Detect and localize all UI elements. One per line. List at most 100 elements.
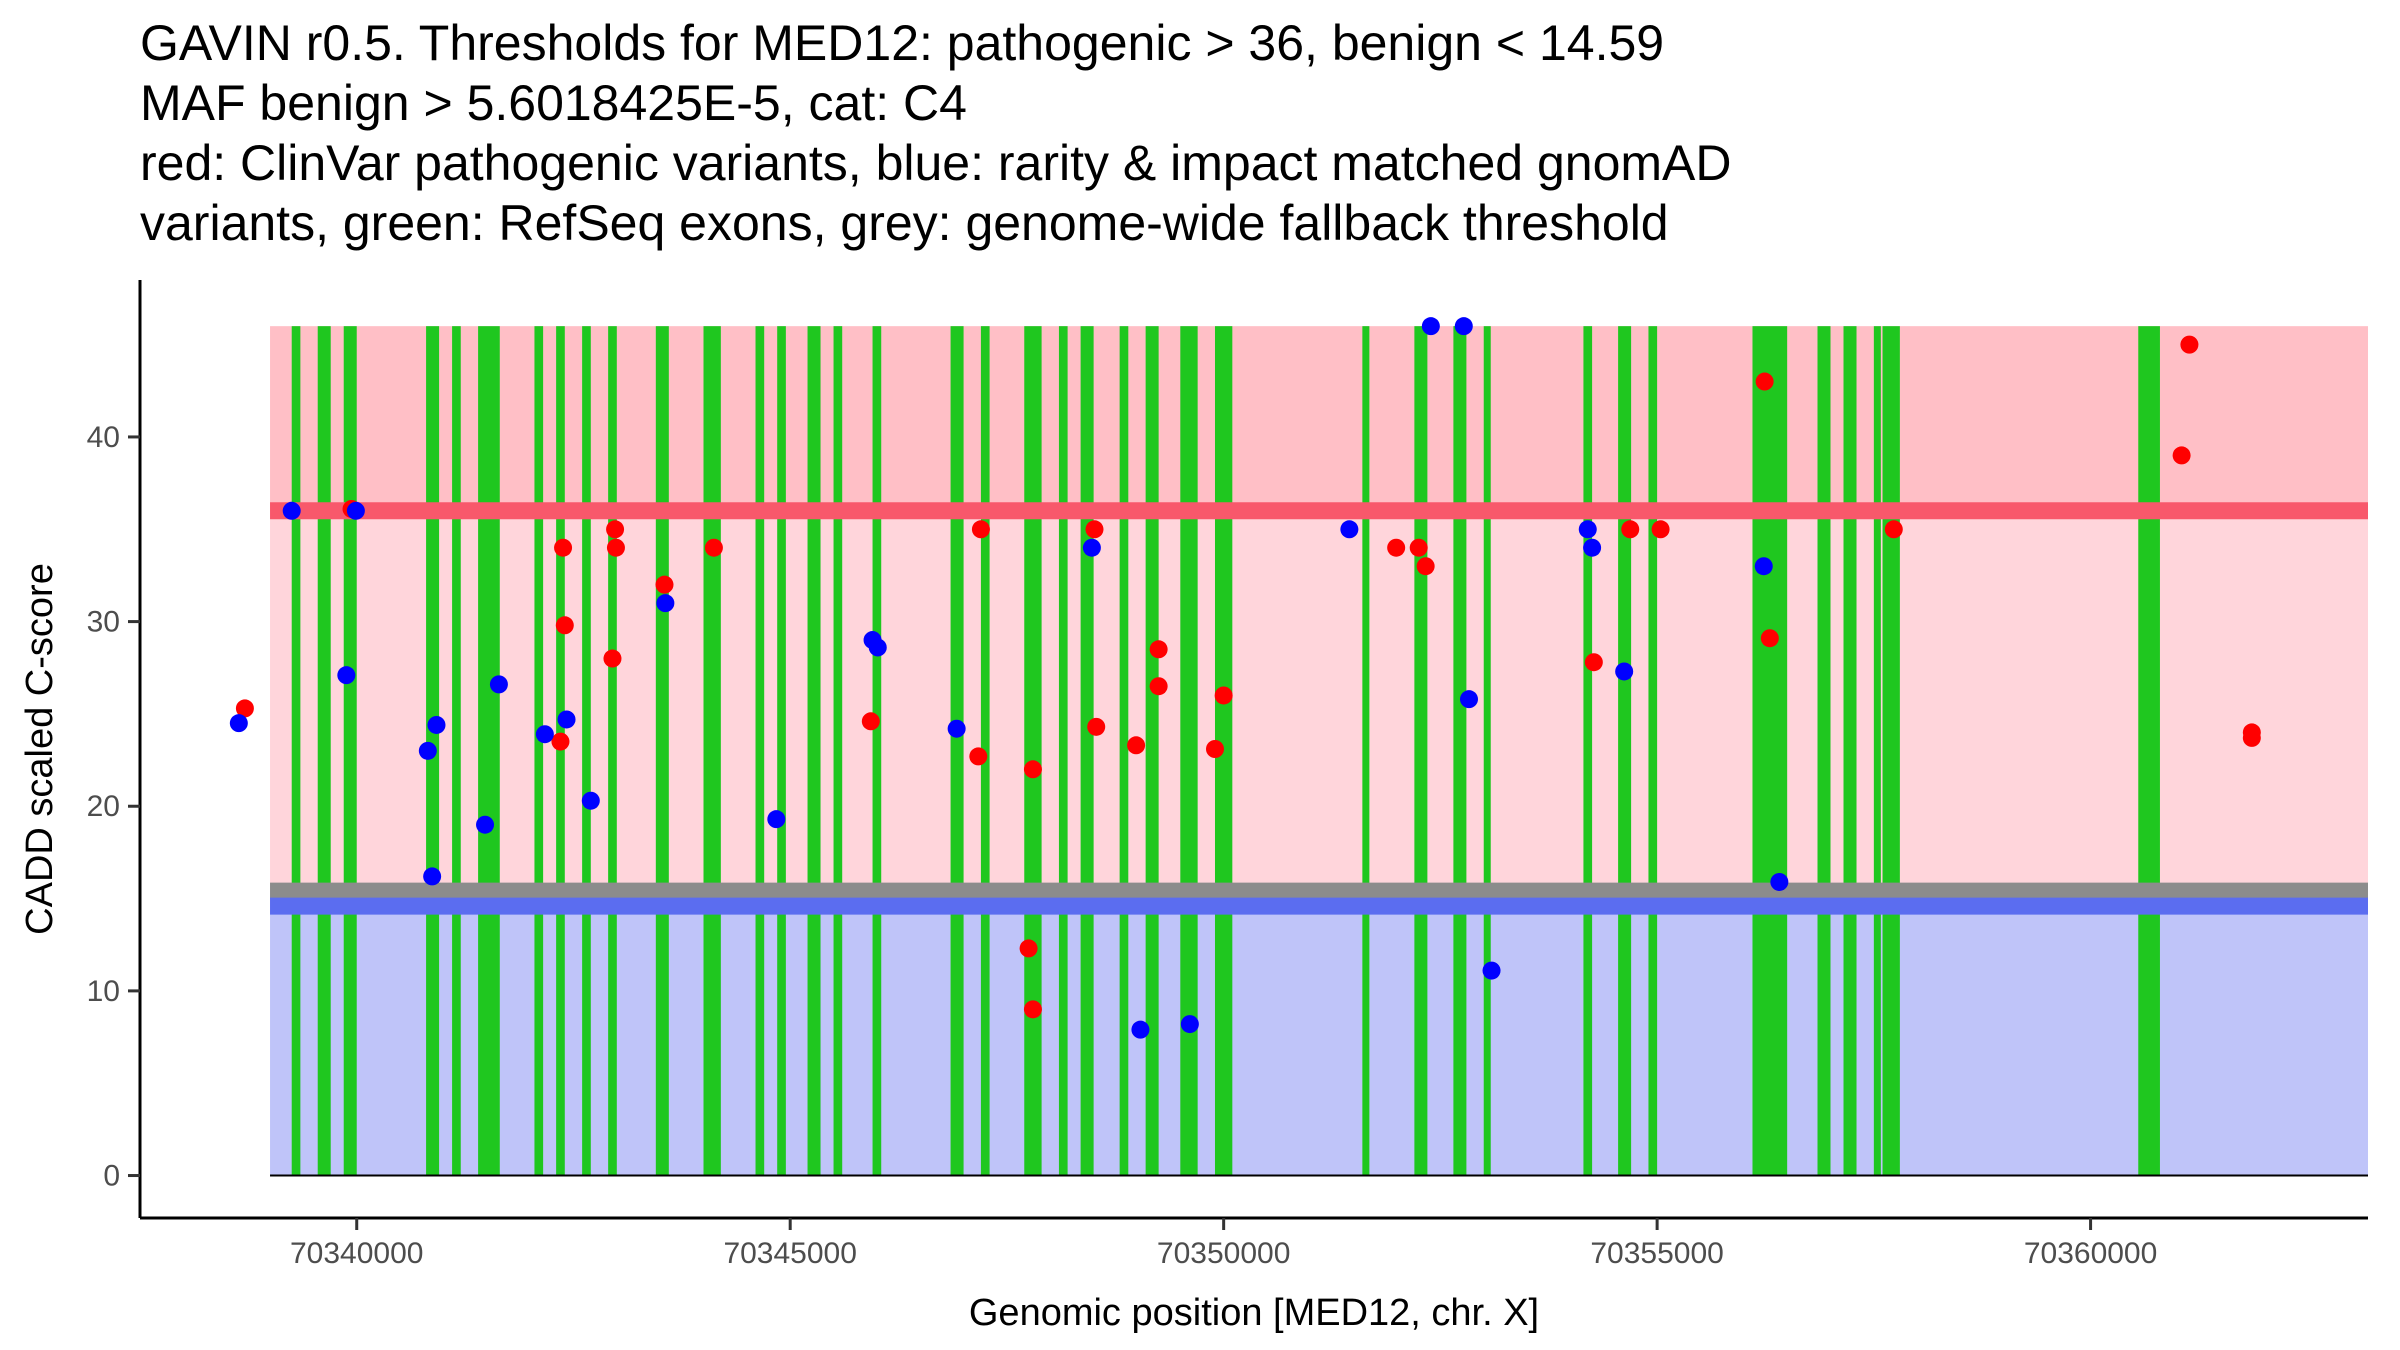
exon-bar: [343, 326, 357, 1176]
clinvar-point: [235, 699, 254, 718]
exon-bar: [2138, 326, 2160, 1176]
title-line-3: red: ClinVar pathogenic variants, blue: …: [140, 135, 1731, 191]
gnomad-point: [423, 867, 442, 886]
gnomad-point: [557, 710, 576, 729]
x-tick-label: 70360000: [2024, 1237, 2157, 1270]
y-tick-label: 30: [87, 606, 120, 639]
clinvar-point: [1205, 740, 1224, 758]
clinvar-point: [1127, 736, 1146, 755]
exon-bar: [1145, 326, 1159, 1176]
gnomad-point: [346, 501, 365, 520]
clinvar-point: [1214, 686, 1233, 705]
gnomad-point: [1482, 961, 1501, 980]
x-tick-label: 70345000: [723, 1237, 856, 1270]
clinvar-point: [2180, 335, 2199, 354]
clinvar-point: [1085, 520, 1104, 539]
gnomad-point: [1082, 538, 1101, 557]
clinvar-point: [606, 520, 625, 539]
exon-bar: [534, 326, 544, 1176]
clinvar-point: [1651, 520, 1670, 539]
gnomad-point: [1421, 317, 1440, 336]
plot-panel: [229, 317, 2369, 1177]
exon-bar: [1648, 326, 1658, 1176]
clinvar-point: [551, 732, 570, 751]
chart-title: GAVIN r0.5. Thresholds for MED12: pathog…: [140, 15, 1731, 251]
x-tick-label: 70350000: [1157, 1237, 1290, 1270]
gnomad-point: [282, 501, 301, 520]
gnomad-point: [767, 810, 786, 829]
clinvar-point: [555, 616, 574, 635]
clinvar-point: [1387, 538, 1406, 557]
y-tick-label: 40: [87, 421, 120, 454]
region-benign: [270, 891, 2369, 1176]
clinvar-point: [1149, 640, 1168, 659]
exon-bar: [755, 326, 765, 1176]
title-line-2: MAF benign > 5.6018425E-5, cat: C4: [140, 75, 967, 131]
gnomad-point: [581, 791, 600, 810]
x-tick-label: 70355000: [1590, 1237, 1723, 1270]
exon-bar: [1414, 326, 1428, 1176]
clinvar-point: [1755, 372, 1774, 391]
clinvar-point: [1087, 717, 1106, 736]
y-tick-label: 10: [87, 975, 120, 1008]
gnomad-point: [476, 815, 495, 834]
y-axis-title: CADD scaled C-score: [19, 563, 61, 935]
x-axis-title: Genomic position [MED12, chr. X]: [969, 1292, 1539, 1334]
exon-bar: [1024, 326, 1042, 1176]
clinvar-point: [2172, 446, 2191, 465]
gnomad-point: [868, 638, 887, 657]
region-above-pathogenic: [270, 326, 2369, 511]
clinvar-point: [1409, 538, 1428, 557]
region-pathogenic: [270, 510, 2369, 892]
clinvar-point: [1019, 939, 1038, 958]
x-axis-ticks: 70340000 70345000 70350000 70355000 70360000: [290, 1218, 2157, 1270]
exon-bar: [950, 326, 964, 1176]
exon-bar: [1080, 326, 1094, 1176]
exon-bar: [291, 326, 301, 1176]
exon-bar: [807, 326, 821, 1176]
exon-bar: [1180, 326, 1198, 1176]
gnomad-point: [1770, 872, 1789, 891]
gnomad-point: [1180, 1015, 1199, 1034]
gnomad-point: [535, 725, 554, 744]
exon-bar: [872, 326, 882, 1176]
clinvar-point: [1760, 629, 1779, 648]
gnomad-series: [229, 317, 1789, 1039]
clinvar-point: [1149, 677, 1168, 696]
gnomad-point: [947, 719, 966, 738]
y-axis-ticks: 0 10 20 30 40: [87, 421, 140, 1193]
clinvar-point: [1884, 520, 1903, 539]
threshold-lines: [270, 502, 2368, 1177]
clinvar-point: [704, 538, 723, 557]
clinvar-point: [861, 712, 880, 731]
clinvar-point: [1584, 653, 1603, 672]
threshold-regions: [270, 326, 2369, 1176]
gnomad-point: [1340, 520, 1359, 539]
clinvar-point: [971, 520, 990, 539]
clinvar-series: [235, 335, 2261, 1019]
exon-bar: [1882, 326, 1900, 1176]
exon-bar: [1752, 326, 1788, 1176]
clinvar-point: [603, 649, 622, 668]
clinvar-point: [1621, 520, 1640, 539]
clinvar-point: [1023, 1000, 1042, 1019]
exon-bar: [1453, 326, 1467, 1176]
exon-bar: [1058, 326, 1068, 1176]
exon-bar: [1843, 326, 1857, 1176]
exon-bar: [1583, 326, 1593, 1176]
clinvar-point: [1416, 557, 1435, 576]
exon-bar: [703, 326, 721, 1176]
exon-bar: [556, 326, 565, 1176]
exon-bar: [833, 326, 843, 1176]
refseq-exons: [291, 326, 2160, 1176]
exon-bar: [655, 326, 669, 1176]
gnomad-point: [1454, 317, 1473, 336]
gnomad-point: [656, 594, 675, 613]
exon-bar: [582, 326, 591, 1176]
clinvar-point: [554, 538, 573, 557]
gnomad-point: [1578, 520, 1597, 539]
exon-bar: [777, 326, 786, 1176]
exon-bar: [1362, 326, 1370, 1176]
variant-points: [229, 317, 2261, 1039]
title-line-1: GAVIN r0.5. Thresholds for MED12: pathog…: [140, 15, 1664, 71]
